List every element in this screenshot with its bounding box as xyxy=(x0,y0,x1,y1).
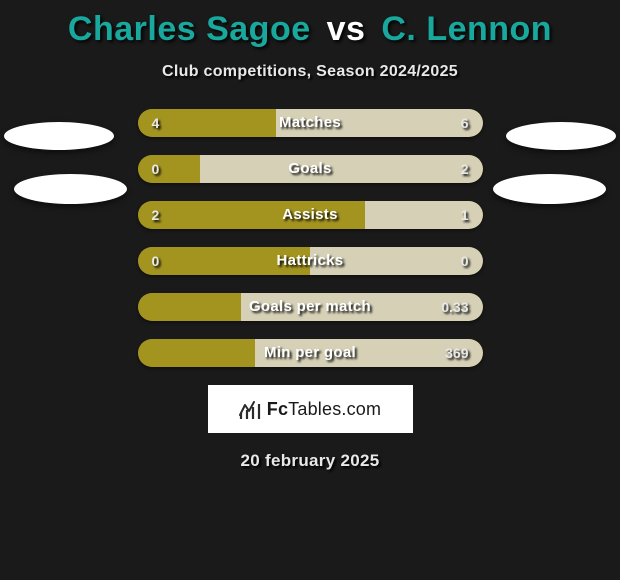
branding-text-rest: Tables.com xyxy=(288,399,381,419)
player-photo-placeholder-right xyxy=(506,122,616,150)
stat-row: Assists21 xyxy=(138,201,483,229)
stat-row: Goals02 xyxy=(138,155,483,183)
footer-date: 20 february 2025 xyxy=(0,451,620,471)
fctables-logo-icon xyxy=(239,399,261,419)
title-player2: C. Lennon xyxy=(381,10,552,48)
stat-fill-right xyxy=(255,339,483,367)
stat-fill-right xyxy=(276,109,483,137)
stat-fill-left xyxy=(138,247,311,275)
title-vs: vs xyxy=(321,10,372,48)
stat-fill-left xyxy=(138,155,200,183)
stat-fill-left xyxy=(138,201,366,229)
stat-fill-right xyxy=(241,293,483,321)
stat-fill-right xyxy=(365,201,482,229)
stat-fill-right xyxy=(200,155,483,183)
stats-bars: Matches46 Goals02 Assists21 Hattricks00 Goal… xyxy=(138,109,483,367)
subtitle: Club competitions, Season 2024/2025 xyxy=(0,63,620,81)
stat-row: Goals per match0.33 xyxy=(138,293,483,321)
player-photo-placeholder-right xyxy=(493,174,606,204)
player-photo-placeholder-left xyxy=(14,174,127,204)
stat-fill-right xyxy=(310,247,483,275)
stat-fill-left xyxy=(138,293,242,321)
stat-row: Hattricks00 xyxy=(138,247,483,275)
stat-row: Matches46 xyxy=(138,109,483,137)
stat-row: Min per goal369 xyxy=(138,339,483,367)
branding-text-bold: Fc xyxy=(267,399,288,419)
comparison-panel: Matches46 Goals02 Assists21 Hattricks00 Goal… xyxy=(0,109,620,471)
stat-fill-left xyxy=(138,109,276,137)
player-photo-placeholder-left xyxy=(4,122,114,150)
page-title: Charles Sagoe vs C. Lennon xyxy=(68,10,552,49)
branding-box: FcTables.com xyxy=(208,385,413,433)
stat-fill-left xyxy=(138,339,255,367)
branding-text: FcTables.com xyxy=(267,399,381,420)
title-player1: Charles Sagoe xyxy=(68,10,311,48)
